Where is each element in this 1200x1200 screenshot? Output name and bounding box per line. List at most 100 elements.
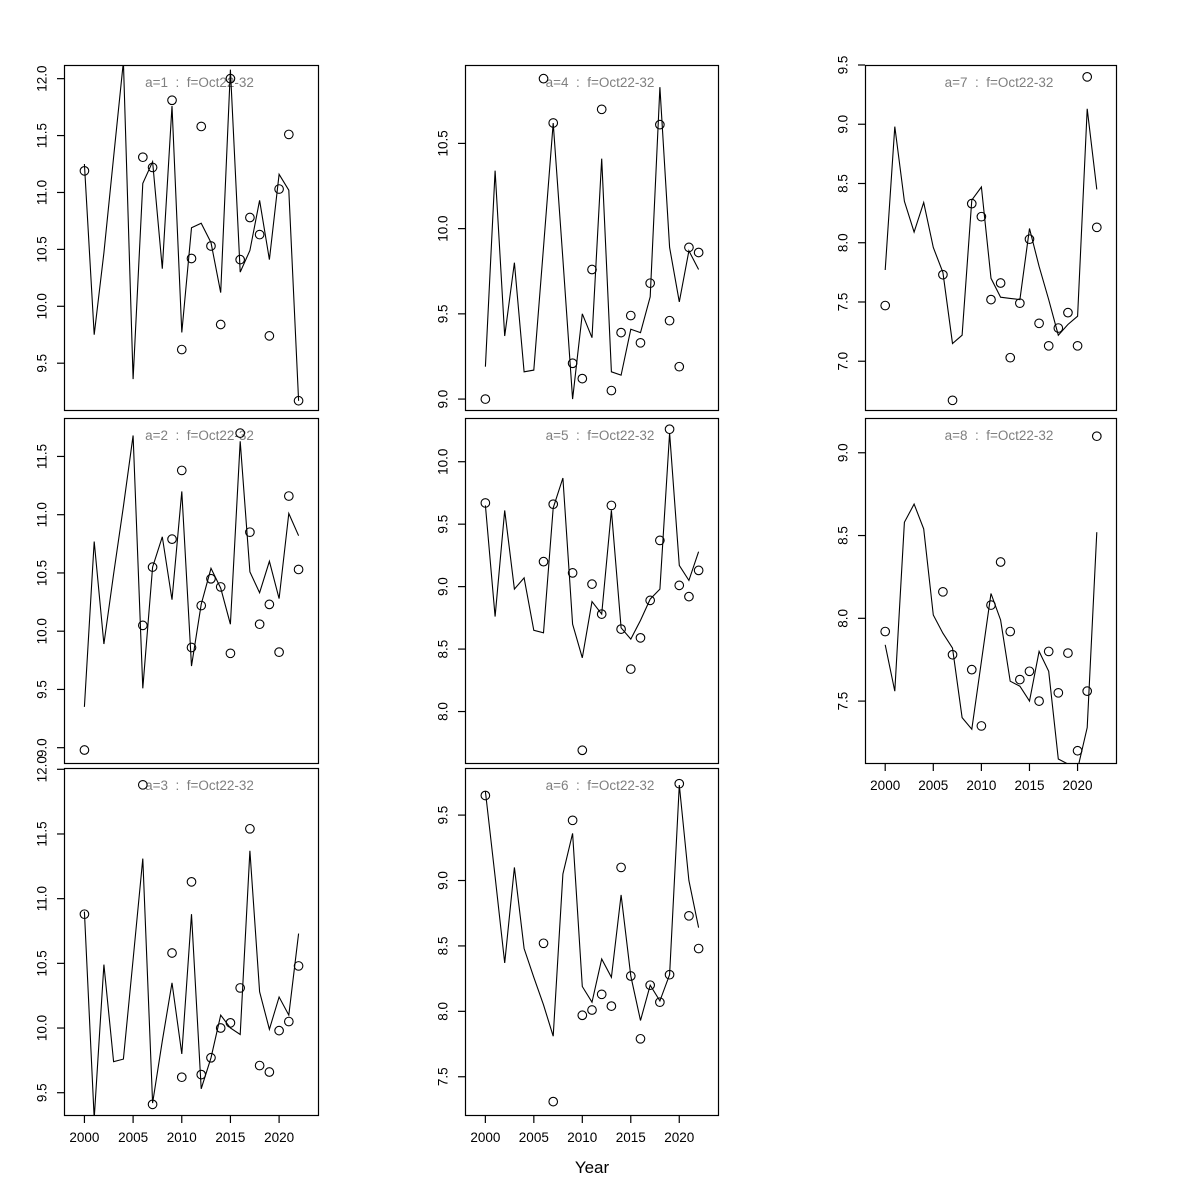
panel-title: a=4 : f=Oct22-32 [546,75,655,90]
x-tick-label: 2010 [966,778,996,793]
data-point [655,119,665,130]
data-point [176,465,187,476]
data-point [1082,686,1093,697]
plot-box [63,64,320,412]
y-tick-label: 9.0 [836,115,851,134]
data-point [616,862,626,873]
x-tick-label: 2020 [664,1130,694,1145]
y-tick-label: 10.0 [35,293,50,319]
y-tick-label: 11.0 [35,180,50,205]
data-point [577,373,588,384]
data-point [186,642,197,653]
plot-box [63,767,320,1117]
data-point [664,969,675,980]
x-tick-label: 2015 [1014,778,1044,793]
data-point [587,579,597,589]
y-tick-label: 8.5 [836,526,851,545]
data-area [880,71,1102,406]
data-point [147,162,158,173]
y-tick-label: 9.5 [35,1083,50,1102]
x-tick-label: 2005 [118,1130,148,1145]
data-point [635,1033,646,1044]
data-point [254,1060,265,1071]
y-tick-label: 9.0 [436,871,451,890]
data-point [674,778,685,789]
data-point [274,647,284,658]
data-point [976,721,987,731]
data-point [147,562,158,572]
y-tick-label: 8.0 [436,702,451,721]
panel-a3: 9.5 10.0 10.5 11.0 11.5 12.0 2000 2005 2010 2015 2… [35,756,320,1145]
y-tick-label: 8.5 [436,937,451,956]
data-point [986,294,996,305]
data-point [1053,687,1064,698]
data-point [548,118,559,128]
plot-box [464,64,720,412]
data-point [79,165,90,176]
x-tick-label: 2015 [616,1130,646,1145]
data-point [245,527,255,538]
data-point [538,938,549,949]
fit-line [484,432,700,658]
y-tick-label: 9.5 [35,354,50,373]
data-point [215,582,226,592]
data-point [225,648,236,659]
data-point [176,1072,187,1083]
data-point [880,300,891,311]
panel-a6-svg: 7.5 8.0 8.5 9.0 9.5 2000 2005 2010 2015 2020 a=6 :… [436,767,720,1145]
data-point [635,337,646,348]
data-point [966,664,977,675]
y-tick-label: 8.5 [836,174,851,193]
data-point [293,961,304,971]
data-point [606,500,617,511]
data-point [167,948,177,958]
data-point [245,823,255,834]
y-tick-label: 9.5 [836,56,851,75]
y-tick-label: 10.5 [35,236,50,262]
data-point [293,395,304,406]
data-point [995,557,1006,567]
x-tick-label: 2000 [69,1130,99,1145]
data-point [274,1025,284,1036]
data-point [548,1096,559,1107]
data-point [196,600,207,611]
data-point [1053,323,1064,333]
data-point [186,876,197,887]
y-tick-label: 9.5 [436,304,451,323]
panel-a2: 9.0 9.5 10.0 10.5 11.0 11.5 a=2 : f=Oct22-32 [35,417,320,765]
data-point [245,212,255,223]
data-point [1091,222,1102,233]
data-point [693,943,704,954]
data-point [225,1018,236,1028]
x-tick-label: 2010 [567,1130,597,1145]
data-point [206,573,216,584]
panel-a3-svg: 9.5 10.0 10.5 11.0 11.5 12.0 2000 2005 2010 2015 2… [35,756,320,1145]
data-point [538,73,549,84]
data-point [538,556,549,567]
data-point [137,620,148,631]
panel-a5-svg: 8.0 8.5 9.0 9.5 10.0 a=5 : f=Oct22-32 [436,417,720,765]
data-point [147,1099,158,1110]
data-point [938,586,948,597]
data-point [606,385,617,396]
y-tick-label: 7.5 [836,692,851,711]
y-tick-label: 10.0 [35,1015,50,1041]
panel-a6: 7.5 8.0 8.5 9.0 9.5 2000 2005 2010 2015 2020 a=6 :… [436,767,720,1145]
data-point [274,184,284,194]
data-point [674,580,685,591]
data-point [966,198,977,209]
data-point [137,152,148,163]
data-point [1043,646,1054,657]
fit-line [83,850,300,1116]
data-point [635,632,646,643]
data-point [1015,298,1025,309]
panel-title: a=5 : f=Oct22-32 [546,428,655,443]
data-point [596,104,607,115]
data-point [264,331,275,341]
fit-line [484,87,700,400]
y-tick-label: 10.0 [436,215,451,241]
fit-line [83,65,300,401]
y-tick-label: 7.0 [836,352,851,371]
data-point [1063,648,1073,658]
